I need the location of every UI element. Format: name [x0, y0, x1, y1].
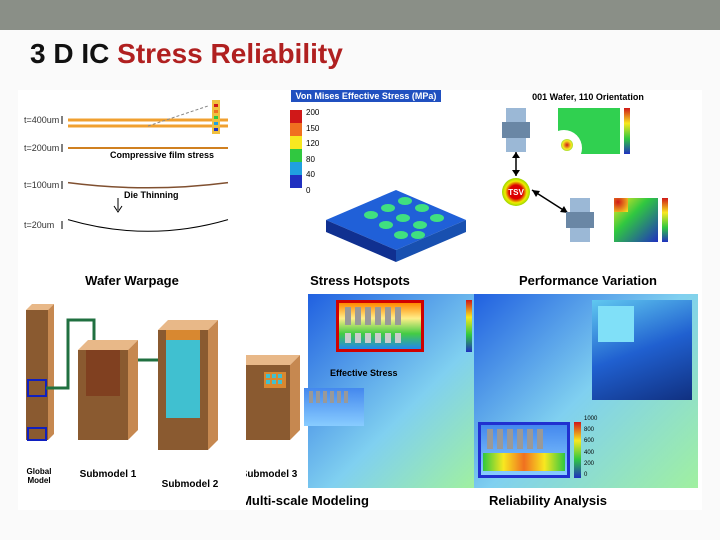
stress-map-2 — [614, 198, 658, 242]
page-title: 3 D IC Stress Reliability — [30, 38, 343, 70]
red-box-colorbar — [466, 300, 472, 352]
pv-arrows — [474, 90, 702, 290]
colorbar — [290, 110, 302, 188]
figure-grid: t=400um t=200um t=100um t=20um Compressive … — [18, 90, 702, 528]
panel-multiscale-part2: Submodel 3 Multi-scale Modeling Effec — [246, 290, 474, 510]
compressive-stress-label: Compressive film stress — [110, 150, 214, 160]
die-thinning-label: Die Thinning — [124, 190, 179, 200]
svg-text:t=400um: t=400um — [24, 115, 59, 125]
submodel-2-label: Submodel 2 — [158, 479, 222, 490]
red-highlight-box — [336, 300, 424, 352]
map2-colorbar — [662, 198, 668, 242]
hotspot-header: Von Mises Effective Stress (MPa) — [291, 90, 441, 102]
effective-stress-label: Effective Stress — [330, 368, 398, 378]
panel-multiscale-part1: Global Model Submodel 1 Submodel 2 — [18, 290, 246, 510]
submodel-1-label: Submodel 1 — [76, 469, 140, 480]
panel-label-multiscale: Multi-scale Modeling — [246, 493, 474, 508]
svg-text:t=20um: t=20um — [24, 220, 54, 230]
panel-reliability-analysis: 10008006004002000 Reliability Analysis — [474, 290, 702, 510]
chip-iso-svg — [316, 150, 466, 270]
global-model-label: Global Model — [18, 467, 64, 485]
panel-label-wafer-warpage: Wafer Warpage — [18, 273, 246, 288]
panel-performance-variation: 001 Wafer, 110 Orientation TSV — [474, 90, 702, 290]
title-red: Stress Reliability — [117, 38, 343, 69]
reliability-bg-left: Effective Stress — [308, 294, 474, 488]
blue-box-colorbar — [574, 422, 581, 478]
svg-text:t=100um: t=100um — [24, 180, 59, 190]
small-sim-1 — [304, 388, 364, 426]
panel-label-stress-hotspots: Stress Hotspots — [246, 273, 474, 288]
panel-wafer-warpage: t=400um t=200um t=100um t=20um Compressive … — [18, 90, 246, 290]
title-prefix: 3 D IC — [30, 38, 117, 69]
svg-text:t=200um: t=200um — [24, 143, 59, 153]
zoom-region — [592, 300, 692, 400]
wafer-mid-bottom — [566, 212, 594, 228]
blue-highlight-box — [478, 422, 570, 478]
panel-label-performance-variation: Performance Variation — [474, 273, 702, 288]
panel-label-reliability: Reliability Analysis — [474, 493, 702, 508]
panel-stress-hotspots: Von Mises Effective Stress (MPa) 2001501… — [246, 90, 474, 290]
top-bar — [0, 0, 720, 30]
reliability-bg-right: 10008006004002000 — [474, 294, 698, 488]
submodel-3-label: Submodel 3 — [246, 469, 304, 480]
